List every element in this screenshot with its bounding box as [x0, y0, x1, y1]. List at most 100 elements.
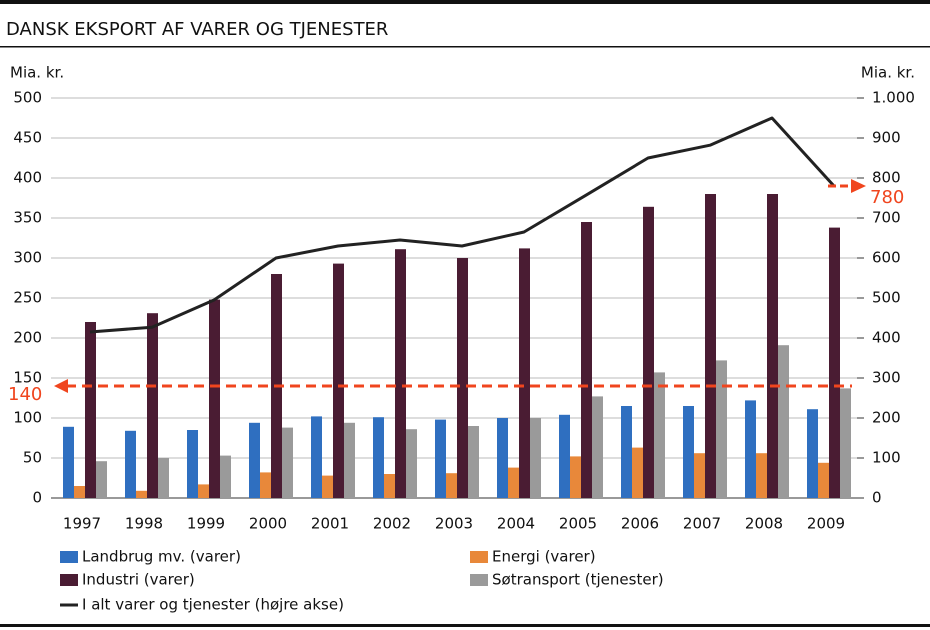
- bar: [767, 194, 778, 498]
- y2-tick-label: 300: [872, 369, 901, 387]
- bar: [829, 227, 840, 498]
- annotation-label: 780: [870, 187, 904, 208]
- bar: [508, 467, 519, 498]
- bar: [384, 474, 395, 498]
- y2-tick-label: 500: [872, 289, 901, 307]
- legend-swatch: [470, 574, 488, 586]
- x-tick-label: 2005: [559, 515, 597, 533]
- bar: [756, 453, 767, 498]
- x-tick-label: 2003: [435, 515, 473, 533]
- bar: [705, 194, 716, 498]
- bar: [322, 475, 333, 498]
- bar: [570, 456, 581, 498]
- bar: [260, 472, 271, 498]
- bar: [96, 461, 107, 498]
- bar: [745, 400, 756, 498]
- x-tick-label: 1999: [187, 515, 225, 533]
- x-tick-label: 2007: [683, 515, 721, 533]
- bar: [435, 419, 446, 498]
- bar: [643, 206, 654, 499]
- bar: [198, 484, 209, 498]
- y-tick-label: 500: [13, 89, 42, 107]
- bar: [373, 417, 384, 498]
- bar: [136, 490, 147, 498]
- bar: [632, 447, 643, 498]
- chart-title: DANSK EKSPORT AF VARER OG TJENESTER: [6, 19, 388, 40]
- y-tick-label: 0: [32, 489, 42, 507]
- y-tick-label: 200: [13, 329, 42, 347]
- bar: [446, 473, 457, 498]
- bar: [147, 313, 158, 498]
- y-tick-label: 150: [13, 369, 42, 387]
- y2-tick-label: 400: [872, 329, 901, 347]
- y2-tick-label: 1.000: [872, 89, 915, 107]
- x-tick-label: 1997: [63, 515, 101, 533]
- y2-tick-label: 200: [872, 409, 901, 427]
- bar: [406, 429, 417, 498]
- bar: [63, 426, 74, 498]
- bar: [694, 453, 705, 498]
- bar: [220, 455, 231, 498]
- y-tick-label: 450: [13, 129, 42, 147]
- y2-tick-label: 800: [872, 169, 901, 187]
- bar: [716, 360, 727, 498]
- y2-tick-label: 700: [872, 209, 901, 227]
- bottom-rule: [0, 624, 930, 627]
- annotation-arrow: [851, 179, 866, 193]
- bar: [559, 414, 570, 498]
- bar: [395, 249, 406, 498]
- bar: [311, 416, 322, 498]
- y-tick-label: 250: [13, 289, 42, 307]
- x-tick-label: 2004: [497, 515, 535, 533]
- bar: [85, 322, 96, 498]
- bar: [592, 396, 603, 498]
- bar: [530, 418, 541, 498]
- x-tick-label: 2000: [249, 515, 287, 533]
- bar: [158, 458, 169, 498]
- y-tick-label: 400: [13, 169, 42, 187]
- annotation-arrow: [54, 379, 68, 393]
- legend-swatch: [470, 551, 488, 563]
- y2-axis-label: Mia. kr.: [861, 64, 915, 82]
- legend-label: Søtransport (tjenester): [492, 571, 664, 589]
- x-tick-label: 1998: [125, 515, 163, 533]
- line: [89, 116, 836, 334]
- x-tick-label: 2008: [745, 515, 783, 533]
- x-tick-label: 2002: [373, 515, 411, 533]
- bar: [840, 388, 851, 498]
- bar: [344, 422, 355, 498]
- y2-tick-label: 0: [872, 489, 882, 507]
- y-tick-label: 300: [13, 249, 42, 267]
- x-tick-label: 2006: [621, 515, 659, 533]
- y-tick-label: 350: [13, 209, 42, 227]
- bar: [654, 372, 665, 498]
- bar: [74, 486, 85, 498]
- bar: [683, 406, 694, 498]
- y2-tick-label: 100: [872, 449, 901, 467]
- bar: [581, 222, 592, 498]
- bar: [778, 345, 789, 498]
- legend-swatch: [60, 574, 78, 586]
- annotation-label: 140: [8, 384, 42, 405]
- bar: [818, 462, 829, 498]
- y-tick-label: 100: [13, 409, 42, 427]
- legend-label: Landbrug mv. (varer): [82, 548, 241, 566]
- bar: [125, 430, 136, 498]
- y2-tick-label: 600: [872, 249, 901, 267]
- bar: [621, 406, 632, 498]
- title-rule: [0, 46, 930, 48]
- bar: [187, 430, 198, 498]
- top-rule: [0, 0, 930, 4]
- x-tick-label: 2001: [311, 515, 349, 533]
- bar: [282, 427, 293, 498]
- bar: [457, 258, 468, 498]
- bar: [497, 418, 508, 498]
- bar: [519, 248, 530, 498]
- legend-swatch: [60, 551, 78, 563]
- bar: [807, 409, 818, 498]
- x-tick-label: 2009: [807, 515, 845, 533]
- y-axis-label: Mia. kr.: [10, 64, 64, 82]
- bar: [333, 263, 344, 498]
- legend-label: I alt varer og tjenester (højre akse): [82, 596, 344, 614]
